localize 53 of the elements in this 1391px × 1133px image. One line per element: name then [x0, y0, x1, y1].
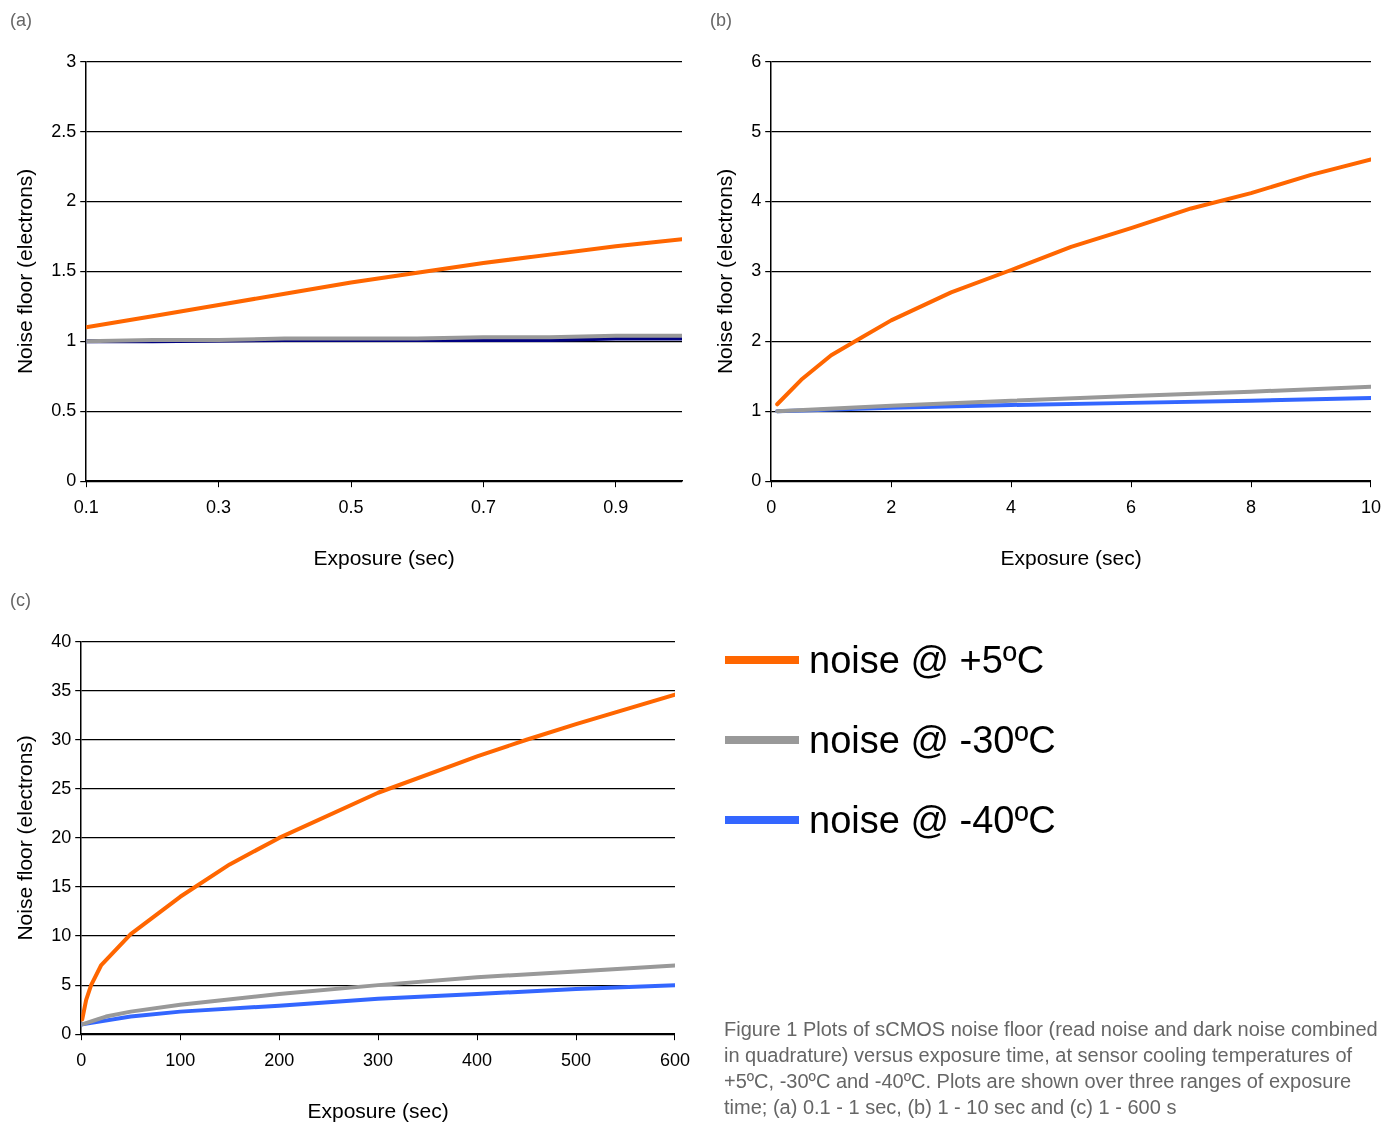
y-tick-label: 25: [51, 777, 72, 798]
y-tick-label: 2: [66, 190, 77, 211]
x-tick-label: 4: [1006, 496, 1017, 517]
x-tick-label: 400: [462, 1049, 493, 1070]
y-tick-label: 1: [751, 400, 762, 421]
y-axis-title: Noise floor (electrons): [13, 168, 37, 375]
y-tick-label: 0: [61, 1023, 72, 1044]
y-tick-label: 6: [751, 50, 762, 71]
y-tick-label: 10: [51, 925, 72, 946]
x-axis-title: Exposure (sec): [1000, 546, 1142, 570]
x-tick-label: 200: [264, 1049, 295, 1070]
chart-title: (a): [10, 9, 32, 30]
y-tick-label: 0.5: [51, 400, 77, 421]
x-tick-label: 2: [886, 496, 897, 517]
y-tick-label: 1: [66, 330, 77, 351]
x-tick-label: 0.3: [206, 496, 232, 517]
x-tick-label: 0: [766, 496, 777, 517]
y-tick-label: 0: [751, 470, 762, 491]
y-axis-title: Noise floor (electrons): [13, 735, 37, 941]
y-tick-label: 5: [61, 974, 72, 995]
y-tick-label: 20: [51, 826, 72, 847]
x-tick-label: 0.7: [470, 496, 496, 517]
y-tick-label: 0: [66, 470, 77, 491]
y-tick-label: 15: [51, 875, 72, 896]
legend-label: noise @ -30ºC: [809, 718, 1056, 762]
x-tick-label: 8: [1246, 496, 1257, 517]
legend-label: noise @ +5ºC: [809, 638, 1045, 682]
y-tick-label: 5: [751, 120, 762, 141]
y-tick-label: 40: [51, 630, 72, 651]
x-tick-label: 300: [363, 1049, 394, 1070]
chart-title: (c): [10, 589, 31, 610]
y-tick-label: 2.5: [51, 120, 77, 141]
x-tick-label: 500: [561, 1049, 592, 1070]
chart-title: (b): [710, 9, 732, 30]
x-axis-title: Exposure (sec): [307, 1099, 449, 1123]
caption: Figure 1 Plots of sCMOS noise floor (read noise and dark noise combined in quadrature) versus exposure time, at sensor cooling temperatures of +5ºC, -30ºC and -40ºC. Plots are shown over three ranges of exposure time; (a) 0.1 - 1 sec, (b) 1 - 10 sec and (c) 1 - 600 s: [724, 1017, 1379, 1120]
x-axis-title: Exposure (sec): [313, 546, 455, 570]
y-tick-label: 2: [751, 330, 762, 351]
y-tick-label: 35: [51, 679, 72, 700]
x-tick-label: 0.1: [73, 496, 99, 517]
y-tick-label: 1.5: [51, 260, 77, 281]
y-tick-label: 3: [751, 260, 762, 281]
x-tick-label: 100: [165, 1049, 196, 1070]
x-tick-label: 6: [1126, 496, 1137, 517]
y-axis-title: Noise floor (electrons): [713, 168, 737, 375]
y-tick-label: 4: [751, 190, 762, 211]
y-tick-label: 30: [51, 728, 72, 749]
x-tick-label: 600: [659, 1049, 691, 1070]
legend-label: noise @ -40ºC: [809, 798, 1056, 842]
x-tick-label: 0.9: [603, 496, 629, 517]
x-tick-label: 0.5: [338, 496, 364, 517]
y-tick-label: 3: [66, 50, 77, 71]
x-tick-label: 10: [1360, 496, 1381, 517]
